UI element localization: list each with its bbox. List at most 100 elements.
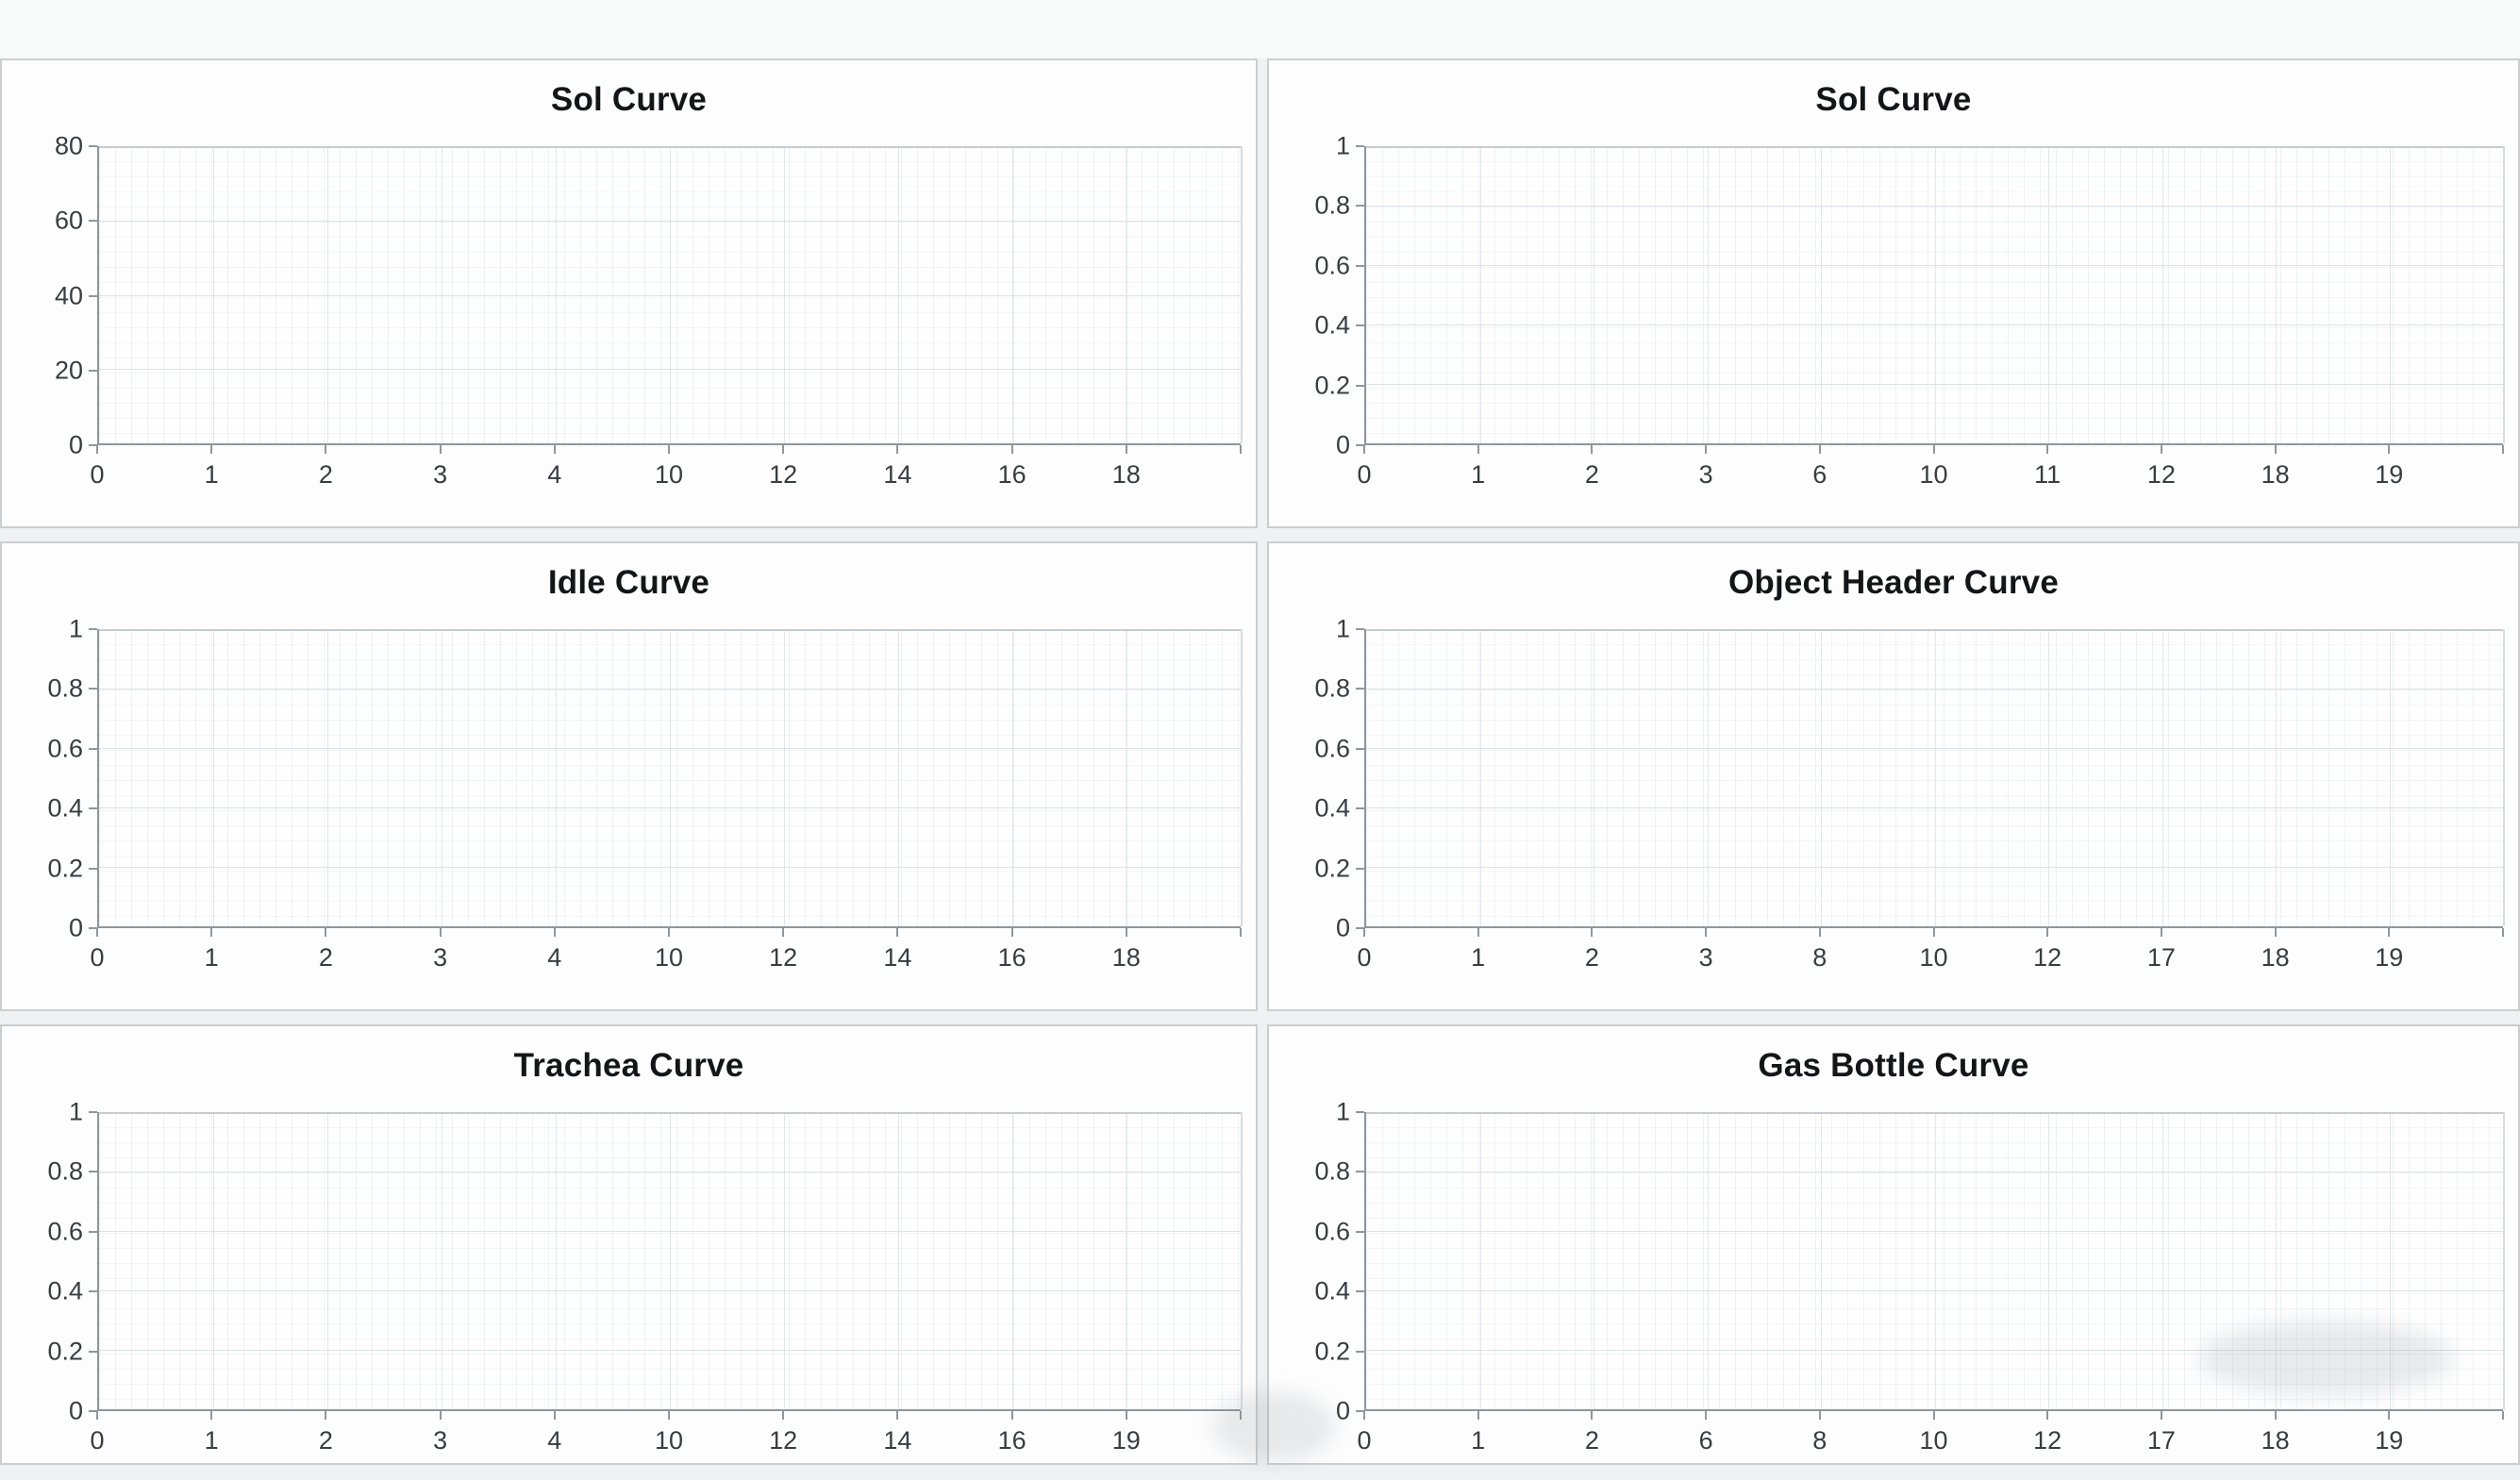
x-tick-mark: [1591, 1411, 1594, 1420]
x-gridline: [2161, 1112, 2163, 1409]
x-tick-mark: [1818, 445, 1821, 454]
x-gridline: [784, 1112, 785, 1409]
y-gridline: [1366, 324, 2503, 325]
y-tick-label: 1: [68, 1097, 83, 1126]
x-tick-mark: [782, 928, 785, 937]
chart-plot-area: 0 1 2 6 8 10 12 17 18 19 0 0.2 0.4 0.6 0.8 1: [1314, 1098, 2505, 1455]
x-tick-mark: [1240, 1411, 1242, 1420]
x-tick-mark: [1705, 445, 1708, 454]
x-tick-mark: [1591, 928, 1594, 937]
x-tick-mark: [1477, 928, 1479, 937]
y-tick-mark: [89, 807, 97, 810]
x-gridline: [2389, 629, 2391, 926]
x-tick-label: 3: [1698, 460, 1713, 489]
x-gridline: [784, 629, 785, 926]
y-tick-mark: [1356, 264, 1364, 267]
x-tick-mark: [325, 445, 327, 454]
y-tick-mark: [89, 1230, 97, 1233]
x-tick-label: 1: [1471, 943, 1486, 972]
y-tick-mark: [1356, 688, 1364, 690]
x-gridline: [2161, 146, 2163, 443]
y-tick-mark: [89, 444, 97, 446]
y-tick-label: 20: [54, 356, 83, 385]
x-gridline: [1707, 629, 1709, 926]
x-gridline: [2048, 146, 2049, 443]
x-gridline: [1241, 629, 1243, 926]
y-tick-mark: [1356, 628, 1364, 630]
x-tick-mark: [2388, 928, 2391, 937]
chart-panel-object-header-curve: Object Header Curve 0 1 2 3 8 10 12 17 18 19 0 0.2 0…: [1267, 541, 2520, 1011]
y-tick-mark: [89, 688, 97, 690]
y-gridline: [1366, 629, 2503, 631]
x-tick-mark: [553, 1411, 556, 1420]
y-gridline: [1366, 206, 2503, 207]
x-tick-label: 18: [1111, 943, 1141, 972]
y-tick-label: 1: [1335, 1097, 1350, 1126]
x-tick-label: 18: [2261, 943, 2290, 972]
x-tick-label: 2: [318, 943, 333, 972]
x-tick-mark: [1125, 928, 1127, 937]
x-tick-mark: [2046, 1411, 2049, 1420]
x-tick-label: 1: [204, 460, 219, 489]
y-tick-label: 0.2: [1314, 1337, 1350, 1366]
y-tick-mark: [89, 294, 97, 297]
x-tick-label: 16: [997, 1426, 1026, 1455]
x-gridline: [1821, 629, 1822, 926]
x-tick-mark: [2160, 445, 2162, 454]
x-tick-label: 3: [433, 943, 448, 972]
y-tick-label: 0.8: [47, 1156, 83, 1186]
x-gridline: [670, 629, 671, 926]
x-tick-mark: [2046, 928, 2049, 937]
y-tick-mark: [1356, 1350, 1364, 1353]
x-tick-mark: [2388, 445, 2391, 454]
x-tick-mark: [210, 928, 213, 937]
x-tick-label: 12: [2033, 943, 2062, 972]
x-tick-label: 10: [1919, 460, 1948, 489]
x-tick-label: 4: [547, 1426, 562, 1455]
plot-canvas: [1364, 146, 2505, 445]
x-tick-label: 10: [1919, 943, 1948, 972]
x-tick-label: 19: [2375, 943, 2404, 972]
x-gridline: [1821, 146, 1822, 443]
x-gridline: [2389, 1112, 2391, 1409]
x-tick-mark: [1240, 928, 1242, 937]
y-tick-label: 0.8: [47, 673, 83, 703]
x-tick-label: 10: [654, 1426, 684, 1455]
y-tick-label: 0.8: [1314, 1156, 1350, 1186]
x-tick-label: 0: [1357, 460, 1372, 489]
y-tick-mark: [89, 369, 97, 372]
x-tick-label: 1: [204, 943, 219, 972]
x-tick-mark: [1363, 1411, 1365, 1420]
x-gridline: [327, 629, 328, 926]
y-gridline: [1366, 265, 2503, 266]
x-gridline: [2276, 146, 2277, 443]
x-tick-label: 12: [769, 1426, 798, 1455]
x-tick-mark: [2160, 928, 2162, 937]
y-tick-mark: [1356, 205, 1364, 208]
x-tick-mark: [782, 1411, 785, 1420]
x-tick-label: 12: [2146, 460, 2176, 489]
x-tick-mark: [1363, 445, 1365, 454]
x-tick-mark: [1932, 1411, 1935, 1420]
y-tick-label: 0: [68, 430, 83, 459]
y-tick-label: 0.4: [1314, 310, 1350, 340]
y-tick-mark: [1356, 1230, 1364, 1233]
y-gridline: [99, 1231, 1241, 1232]
y-tick-label: 1: [1335, 131, 1350, 160]
y-tick-mark: [1356, 1111, 1364, 1113]
x-tick-label: 3: [1698, 943, 1713, 972]
x-tick-mark: [668, 1411, 670, 1420]
x-tick-label: 3: [433, 1426, 448, 1455]
x-tick-label: 18: [2261, 1426, 2290, 1455]
chart-title: Idle Curve: [547, 564, 710, 601]
chart-panel-sol-curve-2: Sol Curve 0 1 2 3 6 10 11 12 18 19 0 0.2 0.4 0.6 0.8 1: [1267, 58, 2520, 528]
y-tick-mark: [89, 145, 97, 147]
y-gridline: [99, 629, 1241, 631]
x-tick-label: 2: [1584, 1426, 1599, 1455]
y-gridline: [1366, 1112, 2503, 1114]
x-gridline: [1126, 629, 1127, 926]
x-tick-mark: [1125, 1411, 1127, 1420]
x-tick-mark: [2502, 928, 2504, 937]
y-gridline: [99, 807, 1241, 808]
x-tick-mark: [325, 928, 327, 937]
